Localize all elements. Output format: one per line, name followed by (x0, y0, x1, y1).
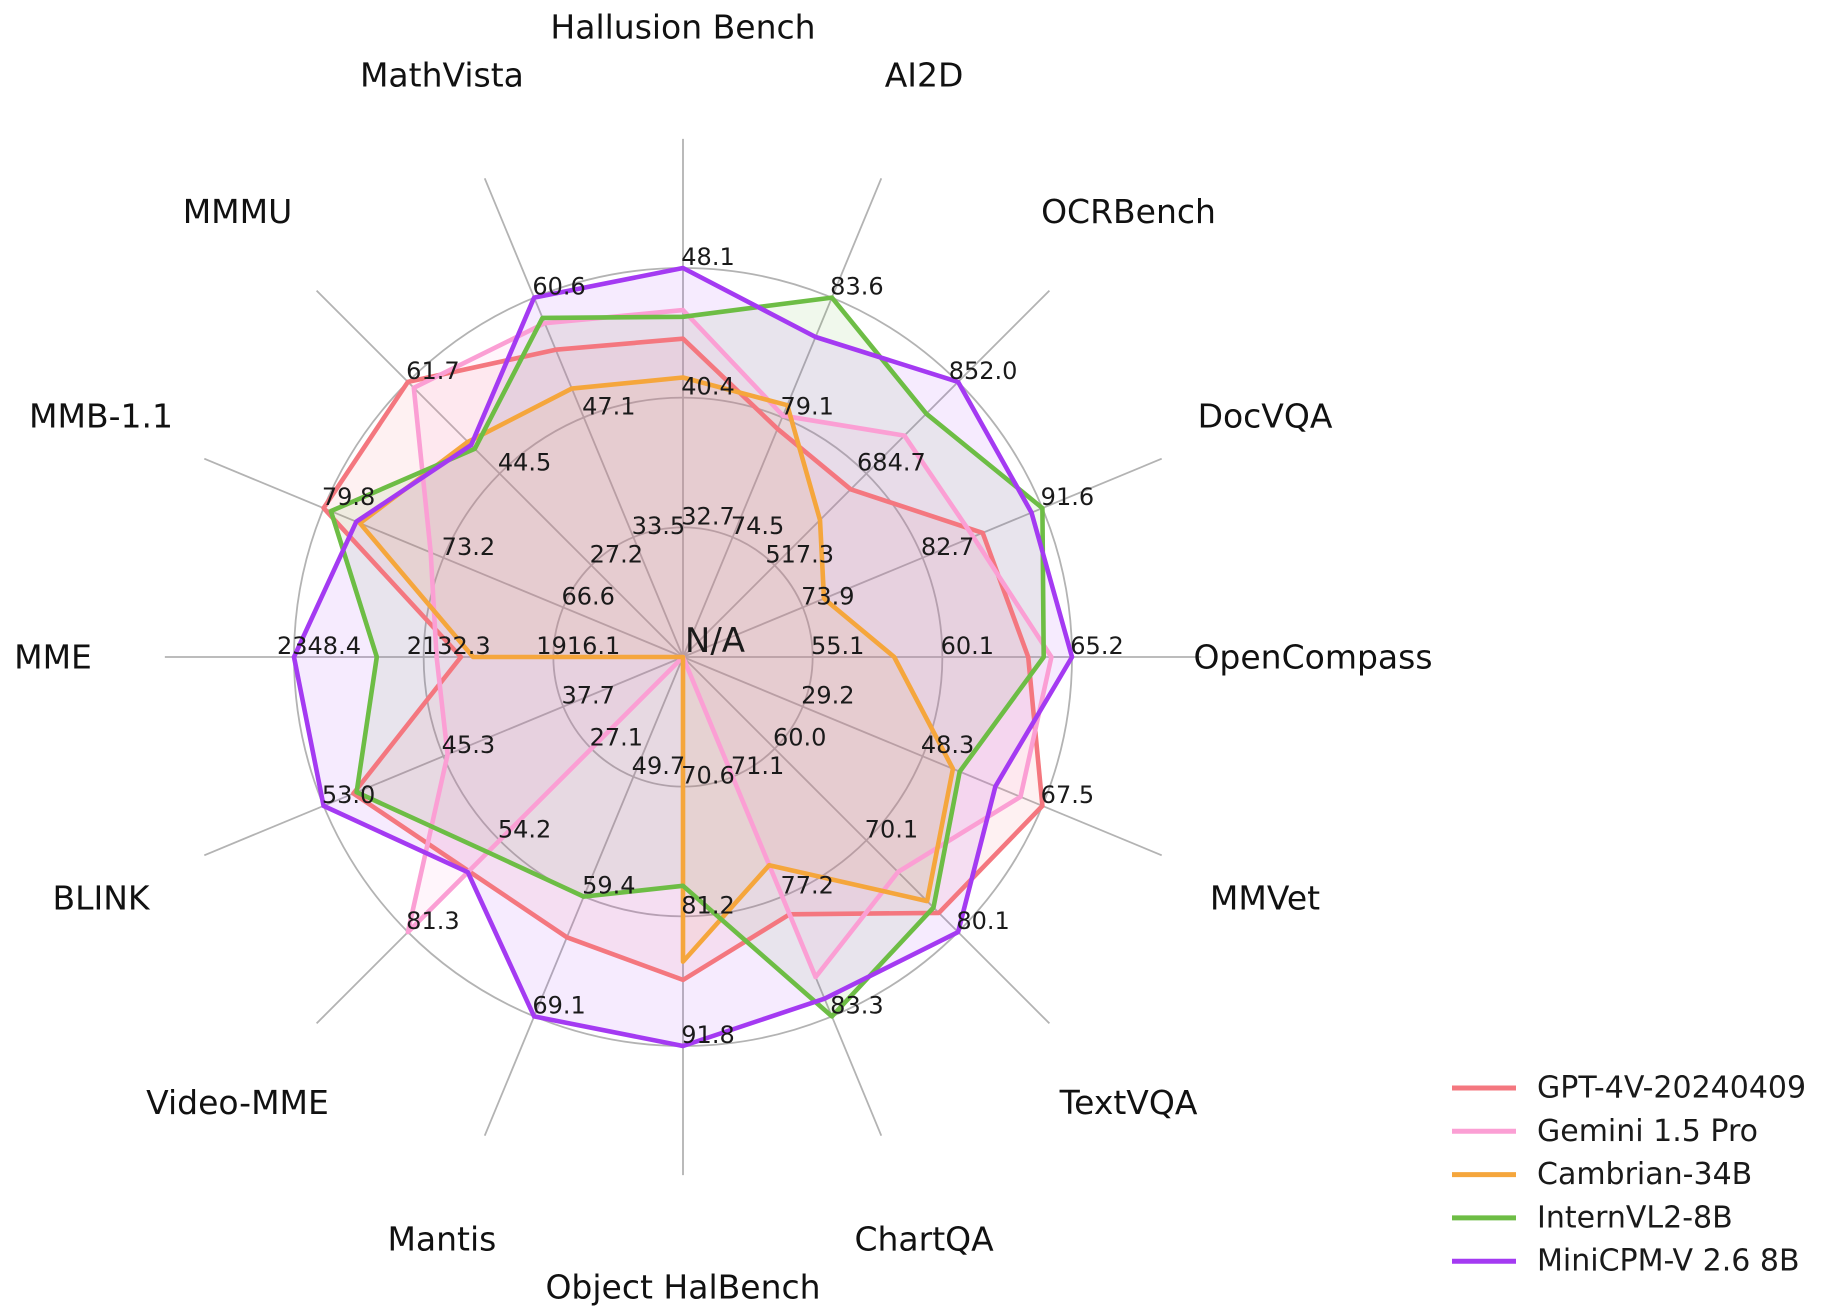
axis-title-blink: BLINK (52, 879, 150, 918)
tick-label-mme-3: 2348.4 (277, 632, 361, 660)
grid-spoke-docvqa (682, 457, 1163, 658)
tick-label-mantis-3: 69.1 (532, 991, 585, 1019)
series-line-minicpm-v-2-6-8b (291, 265, 1075, 1049)
grid-spoke-mmmu (315, 289, 684, 658)
tick-label-docvqa-2: 82.7 (921, 533, 974, 561)
tick-label-video-mme-1: 27.1 (590, 724, 643, 752)
axis-title-mathvista: MathVista (360, 56, 524, 95)
axis-title-mantis: Mantis (387, 1220, 496, 1259)
tick-label-ocrbench-3: 852.0 (949, 357, 1018, 385)
tick-label-mme-1: 1916.1 (536, 632, 620, 660)
series-lines (291, 265, 1075, 1049)
legend-item-internvl2-8b: InternVL2-8B (1452, 1200, 1733, 1235)
axis-title-ocrbench: OCRBench (1041, 192, 1216, 231)
axis-title-hallusion-bench: Hallusion Bench (550, 8, 815, 47)
tick-label-mmvet-1: 29.2 (801, 682, 854, 710)
tick-label-mmmu-3: 61.7 (406, 357, 459, 385)
axis-title-textvqa: TextVQA (1059, 1083, 1198, 1122)
axis-title-mmmu: MMMU (183, 192, 293, 231)
tick-label-textvqa-1: 60.0 (773, 724, 826, 752)
tick-label-docvqa-1: 73.9 (801, 582, 854, 610)
tick-label-textvqa-2: 70.1 (865, 815, 918, 843)
tick-label-object-halbench-3: 91.8 (681, 1021, 734, 1049)
tick-label-hallusion-bench-3: 48.1 (681, 243, 734, 271)
tick-label-mmmu-1: 27.2 (590, 540, 643, 568)
series-fill-cambrian-34b (359, 377, 953, 962)
tick-label-mathvista-1: 33.5 (632, 512, 685, 540)
tick-label-mantis-2: 59.4 (582, 872, 635, 900)
axis-title-mmvet: MMVet (1210, 879, 1320, 918)
tick-label-mmb-1-1-3: 79.8 (322, 483, 375, 511)
tick-label-ai2d-2: 79.1 (780, 392, 833, 420)
tick-label-ai2d-1: 74.5 (731, 512, 784, 540)
tick-label-opencompass-3: 65.2 (1070, 632, 1123, 660)
axis-title-mme: MME (14, 638, 92, 677)
tick-label-mmvet-3: 67.5 (1041, 781, 1094, 809)
legend-item-gpt-4v-20240409: GPT-4V-20240409 (1452, 1071, 1806, 1106)
legend-label-gpt-4v-20240409: GPT-4V-20240409 (1537, 1071, 1806, 1106)
tick-label-object-halbench-1: 70.6 (681, 762, 734, 790)
tick-label-ocrbench-2: 684.7 (857, 449, 926, 477)
grid-spoke-blink (203, 656, 684, 857)
tick-label-blink-3: 53.0 (322, 781, 375, 809)
axis-title-chartqa: ChartQA (854, 1220, 994, 1259)
series-fill-gemini-1-5-pro (407, 310, 1052, 978)
axis-title-object-halbench: Object HalBench (545, 1268, 820, 1307)
legend-label-gemini-1-5-pro: Gemini 1.5 Pro (1537, 1114, 1758, 1149)
tick-label-mathvista-3: 60.6 (532, 273, 585, 301)
tick-label-blink-1: 37.7 (561, 682, 614, 710)
axis-titles: Hallusion Bench AI2D OCRBench DocVQA OpenCom… (14, 8, 1432, 1307)
grid-spoke-mmb-1-1 (203, 457, 684, 658)
tick-label-chartqa-3: 83.3 (830, 991, 883, 1019)
axis-title-video-mme: Video-MME (146, 1083, 329, 1122)
tick-label-video-mme-2: 54.2 (498, 815, 551, 843)
legend-item-gemini-1-5-pro: Gemini 1.5 Pro (1452, 1114, 1758, 1149)
tick-label-chartqa-1: 71.1 (731, 752, 784, 780)
legend: GPT-4V-20240409 Gemini 1.5 Pro Cambrian-34… (1452, 1071, 1806, 1279)
tick-label-textvqa-3: 80.1 (956, 907, 1009, 935)
tick-label-blink-2: 45.3 (442, 731, 495, 759)
tick-label-ocrbench-1: 517.3 (765, 540, 834, 568)
legend-item-cambrian-34b: Cambrian-34B (1452, 1157, 1752, 1192)
center-na-label: N/A (684, 621, 746, 661)
tick-label-mme-2: 2132.3 (407, 632, 491, 660)
tick-label-chartqa-2: 77.2 (780, 872, 833, 900)
grid-spoke-textvqa (682, 656, 1051, 1025)
grid-spoke-ocrbench (682, 289, 1051, 658)
grid-spoke-mmvet (682, 656, 1163, 857)
tick-label-opencompass-2: 60.1 (941, 632, 994, 660)
axis-title-mmb-1-1: MMB-1.1 (29, 396, 173, 435)
tick-label-ai2d-3: 83.6 (830, 273, 883, 301)
tick-labels: 32.7 40.4 48.1 74.5 79.1 83.6 517.3 684.7 852.0 7… (277, 243, 1124, 1049)
legend-label-internvl2-8b: InternVL2-8B (1537, 1200, 1733, 1235)
legend-label-cambrian-34b: Cambrian-34B (1537, 1157, 1752, 1192)
series-line-internvl2-8b (328, 295, 1046, 1019)
axis-title-ai2d: AI2D (885, 56, 964, 95)
series-fill-internvl2-8b (330, 297, 1044, 1017)
tick-label-docvqa-3: 91.6 (1041, 483, 1094, 511)
tick-label-mmb-1-1-1: 66.6 (561, 582, 614, 610)
tick-label-object-halbench-2: 81.2 (681, 891, 734, 919)
tick-label-mmb-1-1-2: 73.2 (442, 533, 495, 561)
axis-title-opencompass: OpenCompass (1193, 638, 1432, 677)
tick-label-mmvet-2: 48.3 (921, 731, 974, 759)
tick-label-video-mme-3: 81.3 (406, 907, 459, 935)
legend-label-minicpm-v-2-6-8b: MiniCPM-V 2.6 8B (1537, 1244, 1800, 1279)
legend-item-minicpm-v-2-6-8b: MiniCPM-V 2.6 8B (1452, 1244, 1800, 1279)
series-line-gpt-4v-20240409 (321, 336, 1045, 983)
tick-label-opencompass-1: 55.1 (811, 632, 864, 660)
tick-label-mmmu-2: 44.5 (498, 449, 551, 477)
tick-label-mantis-1: 49.7 (632, 752, 685, 780)
axis-title-docvqa: DocVQA (1198, 396, 1333, 435)
tick-label-mathvista-2: 47.1 (582, 392, 635, 420)
tick-label-hallusion-bench-1: 32.7 (681, 502, 734, 530)
tick-label-hallusion-bench-2: 40.4 (681, 373, 734, 401)
grid-spoke-mathvista (483, 177, 684, 658)
